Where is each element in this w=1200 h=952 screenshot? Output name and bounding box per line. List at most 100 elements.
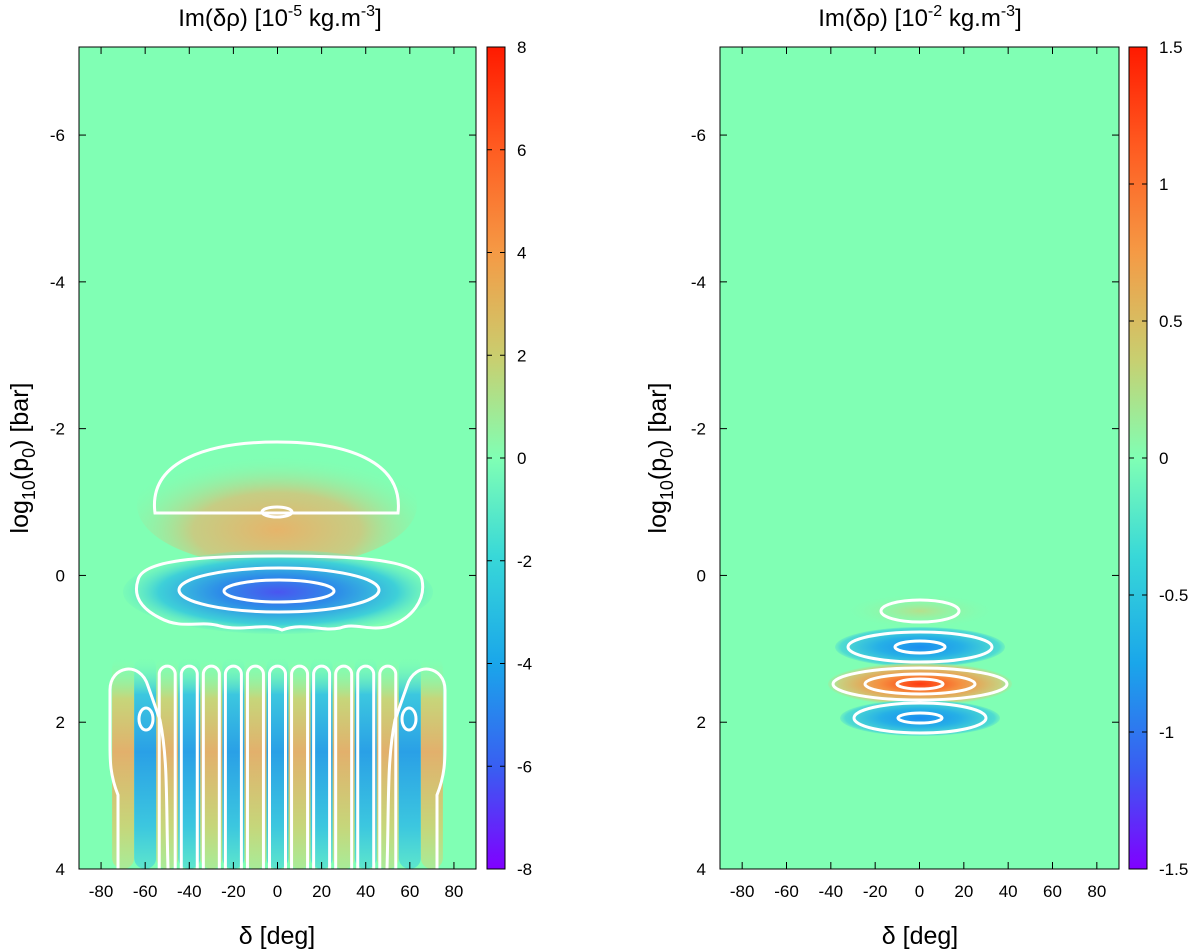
right-contour-lobe-4-inner xyxy=(896,711,944,725)
right-contour-lobe-3-inner xyxy=(895,677,945,691)
right-y-tick-label: 4 xyxy=(697,860,706,879)
left-stripe-contour xyxy=(179,664,199,869)
right-contour-lobe-2-outer xyxy=(846,630,994,664)
right-colorbar-tick-label: -1.5 xyxy=(1159,860,1188,879)
left-x-tick-label: -80 xyxy=(89,882,114,901)
left-x-tick-label: -40 xyxy=(177,882,202,901)
right-y-tick-label: -6 xyxy=(691,126,706,145)
right-x-tick-label: 60 xyxy=(1043,882,1062,901)
left-y-tick-label: -4 xyxy=(50,273,65,292)
right-contour-lobe-1 xyxy=(879,598,961,624)
left-stripe xyxy=(354,656,377,869)
left-stripe-contour xyxy=(223,664,243,869)
right-x-axis: -80 -60 -40 -20 0 20 40 60 80 xyxy=(730,47,1106,901)
left-contour-negative-inner xyxy=(222,578,336,604)
left-y-tick-label: 0 xyxy=(56,566,65,585)
left-y-tick-label: -6 xyxy=(50,126,65,145)
right-lobe-1-fill xyxy=(850,595,990,627)
right-contour-lobe-3-mid xyxy=(863,672,977,696)
left-x-tick-label: 40 xyxy=(356,882,375,901)
left-x-axis: -80 -60 -40 -20 0 20 40 60 80 xyxy=(89,47,463,901)
right-contour-lobe-2-inner xyxy=(893,639,947,655)
right-panel: Im(δρ) [10-2 kg.m-3] -80 -60 -40 -20 0 20 40 60… xyxy=(644,3,1188,950)
right-y-tick-label: 0 xyxy=(697,566,706,585)
left-y-axis-label: log10(p0) [bar] xyxy=(6,383,39,534)
right-colorbar-ticks: 1.5 1 0.5 0 -0.5 -1 -1.5 xyxy=(1129,38,1188,879)
left-contours xyxy=(108,440,447,869)
right-x-tick-label: 0 xyxy=(915,882,924,901)
left-x-tick-label: 80 xyxy=(444,882,463,901)
left-stripe xyxy=(266,656,289,869)
right-contours xyxy=(831,598,1009,735)
left-stripe xyxy=(134,656,157,869)
left-y-axis: -6 -4 -2 0 2 4 xyxy=(50,126,476,879)
right-y-tick-label: 2 xyxy=(697,713,706,732)
left-stripe-contour xyxy=(268,664,287,869)
left-stripe xyxy=(376,656,399,869)
right-contour-lobe-3-outer xyxy=(831,666,1009,702)
left-colorbar-tick-label: 8 xyxy=(517,38,526,57)
left-colorbar-tick-label: -6 xyxy=(517,757,532,776)
right-colorbar-tick-label: 0.5 xyxy=(1159,312,1183,331)
left-colorbar-tick-label: -2 xyxy=(517,552,532,571)
right-x-tick-label: -60 xyxy=(774,882,799,901)
left-title: Im(δρ) [10-5 kg.m-3] xyxy=(178,3,382,32)
left-colorbar-tick-label: 4 xyxy=(517,244,526,263)
left-stripe xyxy=(244,656,267,869)
right-x-tick-label: -80 xyxy=(730,882,755,901)
left-stripe-contour xyxy=(312,664,332,869)
left-stripe-contour xyxy=(245,664,265,869)
right-y-tick-label: -2 xyxy=(691,420,706,439)
left-x-axis-label: δ [deg] xyxy=(239,922,315,950)
left-contour-negative-outer xyxy=(135,554,425,632)
right-colorbar-tick-label: 1 xyxy=(1159,175,1168,194)
right-lobe-3-fill xyxy=(828,663,1012,705)
left-stripes xyxy=(112,656,443,869)
left-contour-edge-right xyxy=(385,667,447,869)
left-contour-edge-left-inner xyxy=(137,706,155,732)
left-y-tick-label: 4 xyxy=(56,860,65,879)
left-contour-positive-outer xyxy=(153,440,400,515)
right-heatmap xyxy=(720,47,1119,869)
right-colorbar-tick-label: -1 xyxy=(1159,723,1174,742)
left-colorbar-tick-label: 2 xyxy=(517,346,526,365)
left-x-tick-label: 60 xyxy=(400,882,419,901)
right-lobe-2-fill xyxy=(835,627,1005,667)
right-colorbar-tick-label: -0.5 xyxy=(1159,586,1188,605)
left-positive-lobe-fill xyxy=(137,443,417,567)
right-x-tick-label: 40 xyxy=(999,882,1018,901)
left-stripe-contour xyxy=(356,664,376,869)
left-negative-lobe-fill xyxy=(123,550,433,634)
left-contour-positive-inner xyxy=(260,505,294,519)
left-colorbar-tick-label: -8 xyxy=(517,860,532,879)
left-x-tick-label: 0 xyxy=(273,882,282,901)
left-stripe xyxy=(156,656,179,869)
left-colorbar-tick-label: 0 xyxy=(517,449,526,468)
left-stripe xyxy=(310,656,333,869)
left-heatmap xyxy=(79,47,476,869)
left-stripe xyxy=(398,656,421,869)
left-stripe-contour xyxy=(334,664,354,869)
left-stripe-contour xyxy=(201,664,221,869)
right-x-tick-label: 20 xyxy=(954,882,973,901)
right-x-axis-label: δ [deg] xyxy=(882,922,958,950)
left-stripe xyxy=(200,656,223,869)
left-stripe-contour xyxy=(157,664,177,869)
left-stripe-contours xyxy=(157,664,398,869)
right-colorbar-tick-label: 0 xyxy=(1159,449,1168,468)
left-stripe xyxy=(420,656,443,869)
right-x-tick-label: -20 xyxy=(863,882,888,901)
right-lobe-4-fill xyxy=(840,700,1000,736)
left-stripe xyxy=(222,656,245,869)
left-x-tick-label: -60 xyxy=(133,882,158,901)
left-stripe-contour xyxy=(290,664,310,869)
right-title: Im(δρ) [10-2 kg.m-3] xyxy=(818,3,1022,32)
left-x-tick-label: 20 xyxy=(312,882,331,901)
right-contour-lobe-4-outer xyxy=(852,701,988,735)
right-y-tick-label: -4 xyxy=(691,273,706,292)
left-y-tick-label: -2 xyxy=(50,420,65,439)
left-colorbar-ticks: 8 6 4 2 0 -2 -4 -6 -8 xyxy=(487,38,532,879)
left-stripe xyxy=(332,656,355,869)
left-panel: Im(δρ) [10-5 kg.m-3] -80 -60 -40 -20 0 20 40 60… xyxy=(6,3,532,950)
